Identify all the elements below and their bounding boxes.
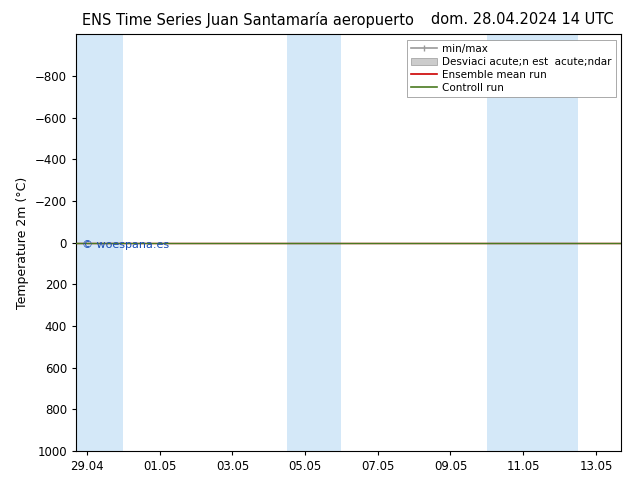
Y-axis label: Temperature 2m (°C): Temperature 2m (°C) xyxy=(16,176,29,309)
Legend: min/max, Desviaci acute;n est  acute;ndar, Ensemble mean run, Controll run: min/max, Desviaci acute;n est acute;ndar… xyxy=(407,40,616,97)
Bar xyxy=(76,34,124,451)
Text: ENS Time Series Juan Santamaría aeropuerto: ENS Time Series Juan Santamaría aeropuer… xyxy=(82,12,414,28)
Text: dom. 28.04.2024 14 UTC: dom. 28.04.2024 14 UTC xyxy=(431,12,614,27)
Text: © woespana.es: © woespana.es xyxy=(82,241,169,250)
Bar xyxy=(287,34,342,451)
Bar xyxy=(487,34,578,451)
